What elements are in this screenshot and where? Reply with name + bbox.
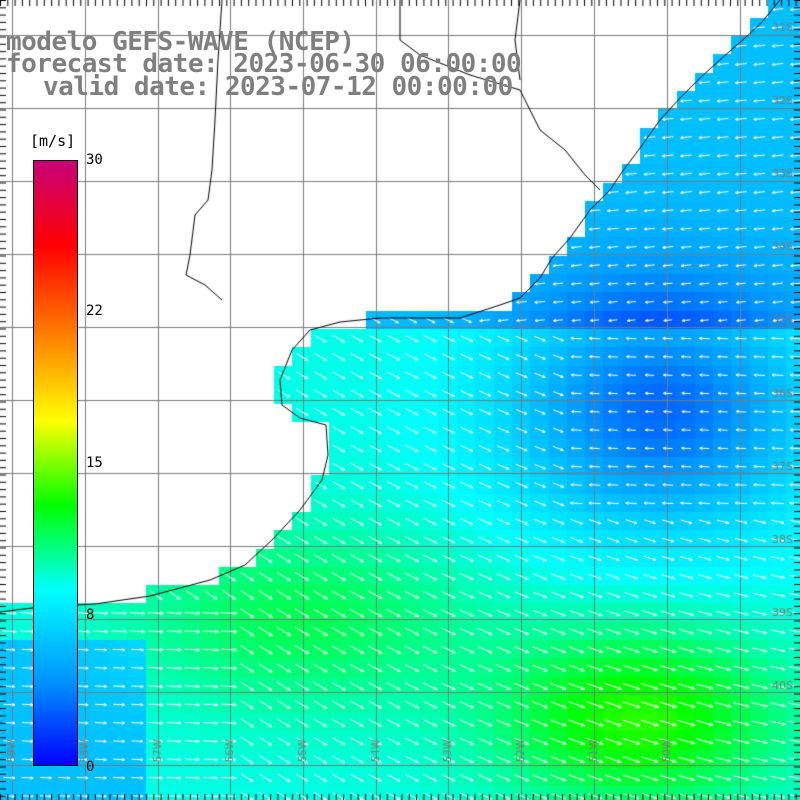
valid-date: valid date: 2023-07-12 00:00:00 xyxy=(43,72,513,102)
forecast-date: forecast date: 2023-06-30 06:00:00 xyxy=(6,49,522,79)
colorbar-tick-0: 0 xyxy=(86,759,95,775)
model-title: modelo GEFS-WAVE (NCEP) xyxy=(6,27,355,57)
colorbar-tick-30: 30 xyxy=(86,152,103,168)
colorbar-tick-15: 15 xyxy=(86,455,103,471)
colorbar-unit-label: [m/s] xyxy=(30,132,76,150)
colorbar-tick-22: 22 xyxy=(86,303,103,319)
wind-speed-colorbar xyxy=(33,160,78,766)
colorbar-tick-8: 8 xyxy=(86,607,95,623)
